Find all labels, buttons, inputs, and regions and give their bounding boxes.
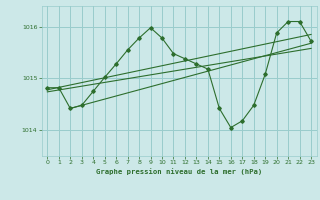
X-axis label: Graphe pression niveau de la mer (hPa): Graphe pression niveau de la mer (hPa) bbox=[96, 168, 262, 175]
